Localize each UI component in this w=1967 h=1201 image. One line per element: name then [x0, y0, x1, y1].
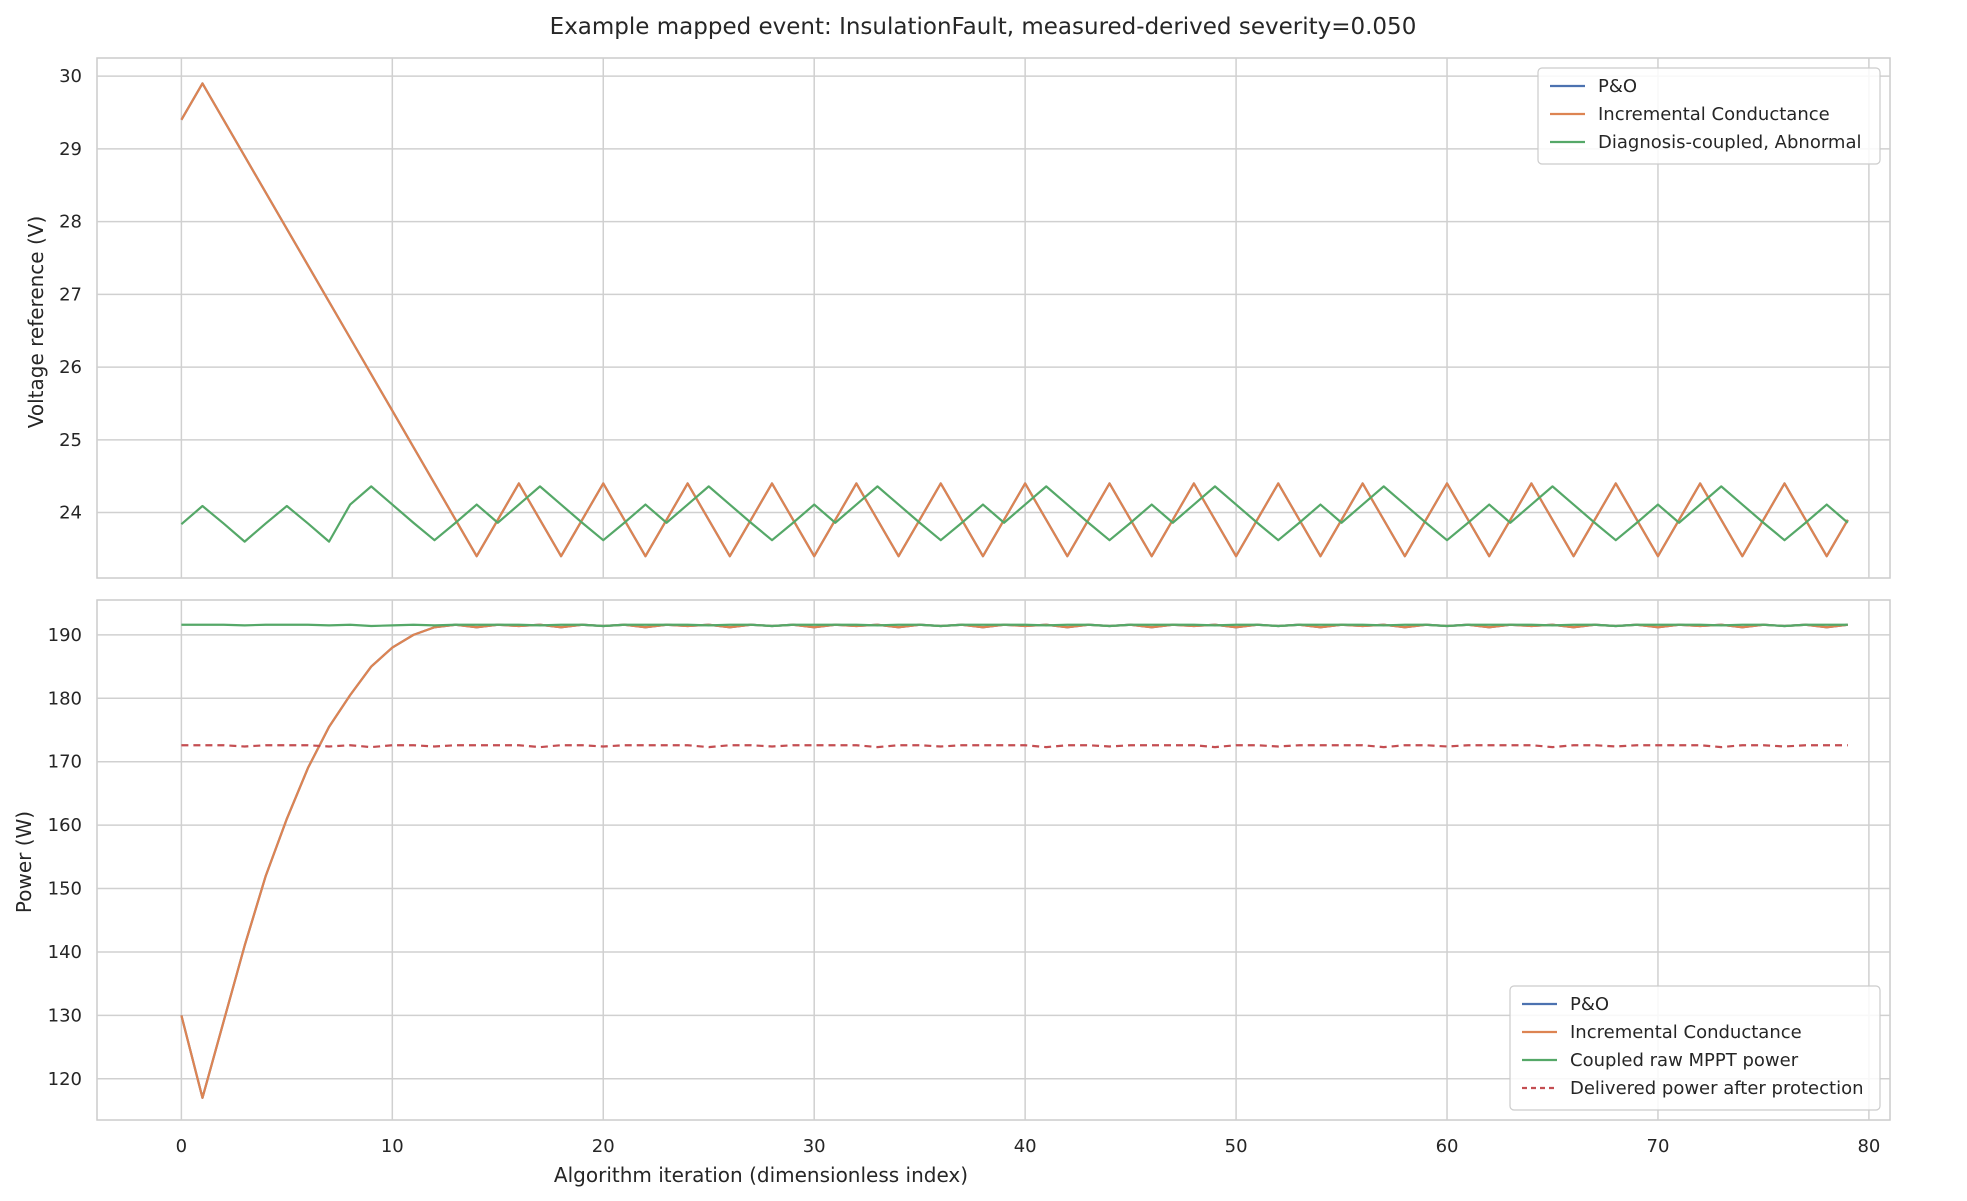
- power-y-axis-label: Power (W): [12, 811, 36, 913]
- power-y-tick-label: 150: [48, 879, 82, 900]
- voltage-y-tick-label: 27: [59, 284, 82, 305]
- x-tick-label: 0: [176, 1136, 187, 1157]
- power-y-tick-label: 190: [48, 625, 82, 646]
- x-tick-label: 40: [1014, 1136, 1037, 1157]
- power-legend-label: P&O: [1570, 994, 1609, 1015]
- power-y-tick-label: 120: [48, 1069, 82, 1090]
- power-legend-label: Coupled raw MPPT power: [1570, 1050, 1799, 1071]
- voltage-y-tick-label: 24: [59, 503, 82, 524]
- voltage-legend: P&O Incremental Conductance Diagnosis-coup…: [1537, 67, 1881, 165]
- voltage-panel: 24 25 26 27 28 29 30 Voltage reference (V) P&O…: [24, 57, 1891, 579]
- power-y-tick-label: 130: [48, 1005, 82, 1026]
- voltage-legend-label: Diagnosis-coupled, Abnormal: [1598, 132, 1862, 153]
- x-tick-label: 60: [1436, 1136, 1459, 1157]
- voltage-y-tick-label: 29: [59, 139, 82, 160]
- power-y-tick-label: 170: [48, 752, 82, 773]
- x-tick-label: 20: [592, 1136, 615, 1157]
- power-series-line-2: [181, 623, 1848, 628]
- power-legend: P&O Incremental Conductance Coupled raw MP…: [1509, 985, 1881, 1111]
- x-tick-label: 70: [1647, 1136, 1670, 1157]
- figure-title: Example mapped event: InsulationFault, m…: [550, 14, 1417, 40]
- power-panel: 0 10 20 30 40 50 60 70 80 120 130 140 150 160 170 180 19…: [12, 599, 1891, 1187]
- voltage-y-tick-label: 25: [59, 430, 82, 451]
- x-tick-label: 50: [1225, 1136, 1248, 1157]
- x-tick-label: 30: [803, 1136, 826, 1157]
- voltage-y-tick-label: 30: [59, 66, 82, 87]
- voltage-series-line-1: [180, 82, 1849, 558]
- voltage-y-tick-label: 26: [59, 357, 82, 378]
- power-legend-label: Delivered power after protection: [1570, 1078, 1864, 1099]
- voltage-y-tick-label: 28: [59, 212, 82, 233]
- power-y-tick-label: 180: [48, 688, 82, 709]
- voltage-series-line-2: [180, 485, 1849, 543]
- power-legend-box: [1509, 985, 1881, 1111]
- voltage-y-axis-label: Voltage reference (V): [24, 216, 48, 429]
- power-series-line-3: [181, 744, 1848, 749]
- voltage-legend-label: Incremental Conductance: [1598, 104, 1830, 125]
- x-axis-label: Algorithm iteration (dimensionless index…: [554, 1163, 968, 1187]
- voltage-legend-box: [1537, 67, 1881, 165]
- x-tick-label: 10: [381, 1136, 404, 1157]
- power-legend-label: Incremental Conductance: [1570, 1022, 1802, 1043]
- power-y-tick-label: 140: [48, 942, 82, 963]
- voltage-legend-label: P&O: [1598, 76, 1637, 97]
- power-y-tick-label: 160: [48, 815, 82, 836]
- x-tick-label: 80: [1857, 1136, 1880, 1157]
